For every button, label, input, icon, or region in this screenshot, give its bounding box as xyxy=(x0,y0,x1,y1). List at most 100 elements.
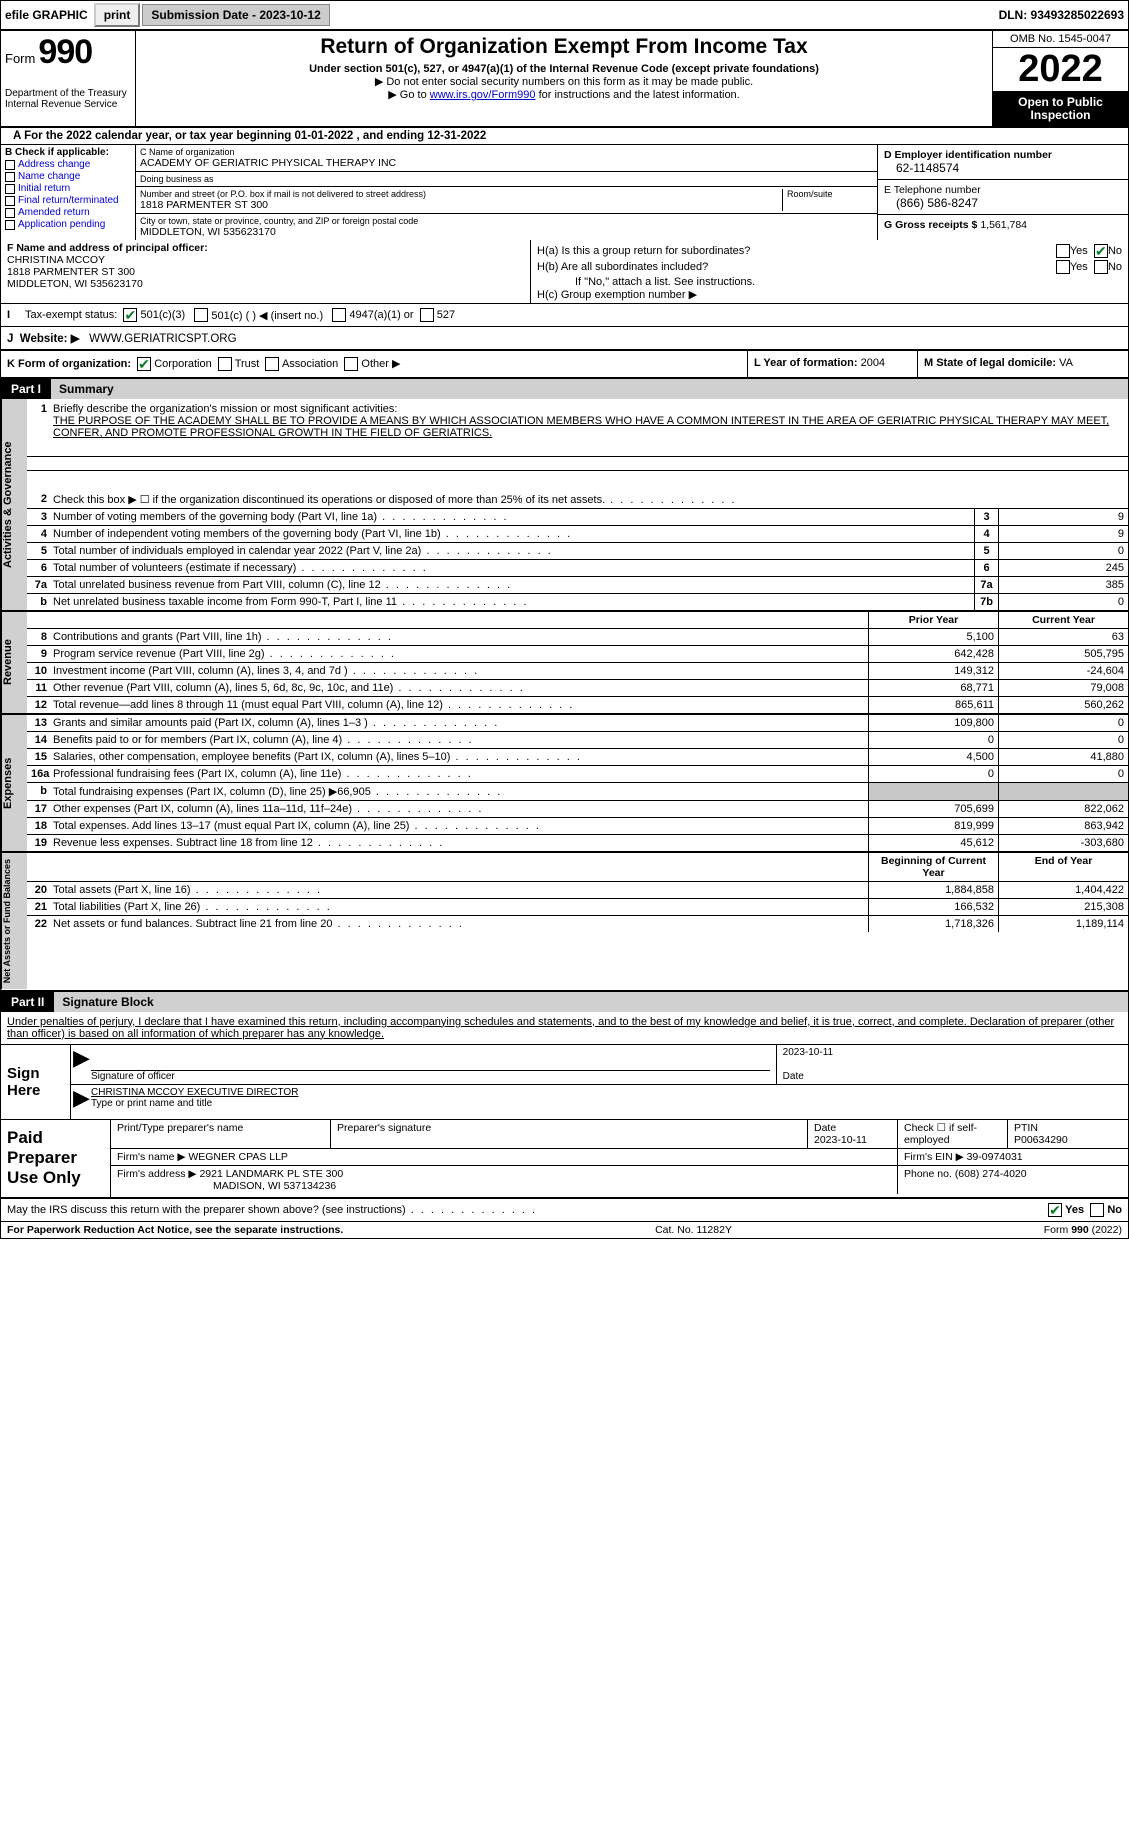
org-name: ACADEMY OF GERIATRIC PHYSICAL THERAPY IN… xyxy=(140,157,873,169)
org-name-label: C Name of organization xyxy=(140,147,873,157)
discuss-yes-checkbox[interactable] xyxy=(1048,1203,1062,1217)
line-num: b xyxy=(27,783,51,800)
chk-corporation[interactable] xyxy=(137,357,151,371)
prior-val: 0 xyxy=(868,732,998,748)
tax-status-row: I Tax-exempt status: 501(c)(3) 501(c) ( … xyxy=(1,304,1128,327)
chk-name-change[interactable]: Name change xyxy=(5,171,131,182)
part2-title: Signature Block xyxy=(54,992,1128,1012)
m-label: M State of legal domicile: xyxy=(924,357,1056,369)
website-row: J Website: ▶ WWW.GERIATRICSPT.ORG xyxy=(1,327,1128,351)
form-number: 990 xyxy=(38,33,92,71)
k-label: K Form of organization: xyxy=(7,358,131,370)
line-text: Other expenses (Part IX, column (A), lin… xyxy=(51,801,868,817)
current-val: 215,308 xyxy=(998,899,1128,915)
chk-501c-other[interactable] xyxy=(194,308,208,322)
h-block: H(a) Is this a group return for subordin… xyxy=(531,240,1128,303)
chk-address-change[interactable]: Address change xyxy=(5,159,131,170)
summary-line: 8Contributions and grants (Part VIII, li… xyxy=(27,629,1128,646)
summary-line: 19Revenue less expenses. Subtract line 1… xyxy=(27,835,1128,851)
chk-other[interactable] xyxy=(344,357,358,371)
line-text: Other revenue (Part VIII, column (A), li… xyxy=(51,680,868,696)
i-letter: I xyxy=(7,309,25,321)
summary-line: 11Other revenue (Part VIII, column (A), … xyxy=(27,680,1128,697)
preparer-right: Print/Type preparer's name Preparer's si… xyxy=(111,1120,1128,1197)
line-box: 6 xyxy=(974,560,998,576)
current-val: 63 xyxy=(998,629,1128,645)
hb-yes-checkbox[interactable] xyxy=(1056,260,1070,274)
discuss-no-checkbox[interactable] xyxy=(1090,1203,1104,1217)
officer-label: F Name and address of principal officer: xyxy=(7,242,208,254)
prior-val: 166,532 xyxy=(868,899,998,915)
tax-year: 2022 xyxy=(993,48,1128,92)
ha-yes-checkbox[interactable] xyxy=(1056,244,1070,258)
hb-label: H(b) Are all subordinates included? xyxy=(537,261,708,273)
line-text: Total expenses. Add lines 13–17 (must eq… xyxy=(51,818,868,834)
calendar-year-row: A For the 2022 calendar year, or tax yea… xyxy=(1,128,1128,145)
header-middle: Return of Organization Exempt From Incom… xyxy=(136,31,993,126)
form-subtitle: Under section 501(c), 527, or 4947(a)(1)… xyxy=(142,63,986,75)
form-header: Form 990 Department of the Treasury Inte… xyxy=(1,31,1128,128)
form990-link[interactable]: www.irs.gov/Form990 xyxy=(430,89,536,101)
self-employed-cell[interactable]: Check ☐ if self-employed xyxy=(898,1120,1008,1148)
paperwork-notice: For Paperwork Reduction Act Notice, see … xyxy=(7,1224,343,1236)
print-button[interactable]: print xyxy=(94,3,141,27)
firm-ein-cell: Firm's EIN ▶ 39-0974031 xyxy=(898,1149,1128,1165)
line-num: 12 xyxy=(27,697,51,713)
prior-val: 1,718,326 xyxy=(868,916,998,932)
chk-4947a1[interactable] xyxy=(332,308,346,322)
boy-hdr: Beginning of Current Year xyxy=(868,853,998,881)
column-c: C Name of organization ACADEMY OF GERIAT… xyxy=(136,145,878,240)
prior-val: 109,800 xyxy=(868,715,998,731)
formorg-l: L Year of formation: 2004 xyxy=(748,351,918,377)
phone-cell: E Telephone number (866) 586-8247 xyxy=(878,180,1128,215)
dln-label: DLN: 93493285022693 xyxy=(995,8,1128,22)
ha-label: H(a) Is this a group return for subordin… xyxy=(537,245,750,257)
phone-value: (866) 586-8247 xyxy=(884,196,1122,210)
line-box: 7b xyxy=(974,594,998,610)
chk-527[interactable] xyxy=(420,308,434,322)
chk-501c3[interactable] xyxy=(123,308,137,322)
prior-val: 149,312 xyxy=(868,663,998,679)
prior-val: 642,428 xyxy=(868,646,998,662)
prior-val xyxy=(868,783,998,800)
officer-signature-cell[interactable]: Signature of officer xyxy=(85,1045,777,1084)
prep-date-cell: Date2023-10-11 xyxy=(808,1120,898,1148)
chk-trust[interactable] xyxy=(218,357,232,371)
status-label: Tax-exempt status: xyxy=(25,309,117,321)
ha-no-checkbox[interactable] xyxy=(1094,244,1108,258)
discuss-text: May the IRS discuss this return with the… xyxy=(7,1204,537,1216)
chk-association[interactable] xyxy=(265,357,279,371)
line-num: 16a xyxy=(27,766,51,782)
dba-cell: Doing business as xyxy=(136,172,877,187)
preparer-label: Paid Preparer Use Only xyxy=(1,1120,111,1197)
part2-header: Part II Signature Block xyxy=(1,992,1128,1012)
chk-final-return[interactable]: Final return/terminated xyxy=(5,195,131,206)
efile-graphic-label: efile GRAPHIC xyxy=(1,8,92,22)
line-val: 0 xyxy=(998,594,1128,610)
current-val: 0 xyxy=(998,732,1128,748)
line-box: 5 xyxy=(974,543,998,559)
room-label: Room/suite xyxy=(787,189,873,199)
current-val: 822,062 xyxy=(998,801,1128,817)
chk-amended-return[interactable]: Amended return xyxy=(5,207,131,218)
line-num: 8 xyxy=(27,629,51,645)
current-val: 560,262 xyxy=(998,697,1128,713)
mission-text: THE PURPOSE OF THE ACADEMY SHALL BE TO P… xyxy=(53,415,1109,439)
ein-cell: D Employer identification number 62-1148… xyxy=(878,145,1128,180)
line-num: 6 xyxy=(27,560,51,576)
dept-treasury: Department of the Treasury Internal Reve… xyxy=(5,88,131,110)
prep-sig-cell[interactable]: Preparer's signature xyxy=(331,1120,808,1148)
line-text: Net assets or fund balances. Subtract li… xyxy=(51,916,868,932)
summary-line: 17Other expenses (Part IX, column (A), l… xyxy=(27,801,1128,818)
header-right: OMB No. 1545-0047 2022 Open to Public In… xyxy=(993,31,1128,126)
expenses-section: Expenses 13Grants and similar amounts pa… xyxy=(1,715,1128,853)
chk-application-pending[interactable]: Application pending xyxy=(5,219,131,230)
part2-num: Part II xyxy=(1,992,54,1012)
formorg-k: K Form of organization: Corporation Trus… xyxy=(1,351,748,377)
chk-initial-return[interactable]: Initial return xyxy=(5,183,131,194)
firm-addr-cell: Firm's address ▶ 2921 LANDMARK PL STE 30… xyxy=(111,1166,898,1194)
hb-no-checkbox[interactable] xyxy=(1094,260,1108,274)
officer-info: F Name and address of principal officer:… xyxy=(1,240,531,303)
submission-date-label: Submission Date - 2023-10-12 xyxy=(142,4,329,26)
discuss-row: May the IRS discuss this return with the… xyxy=(1,1199,1128,1221)
